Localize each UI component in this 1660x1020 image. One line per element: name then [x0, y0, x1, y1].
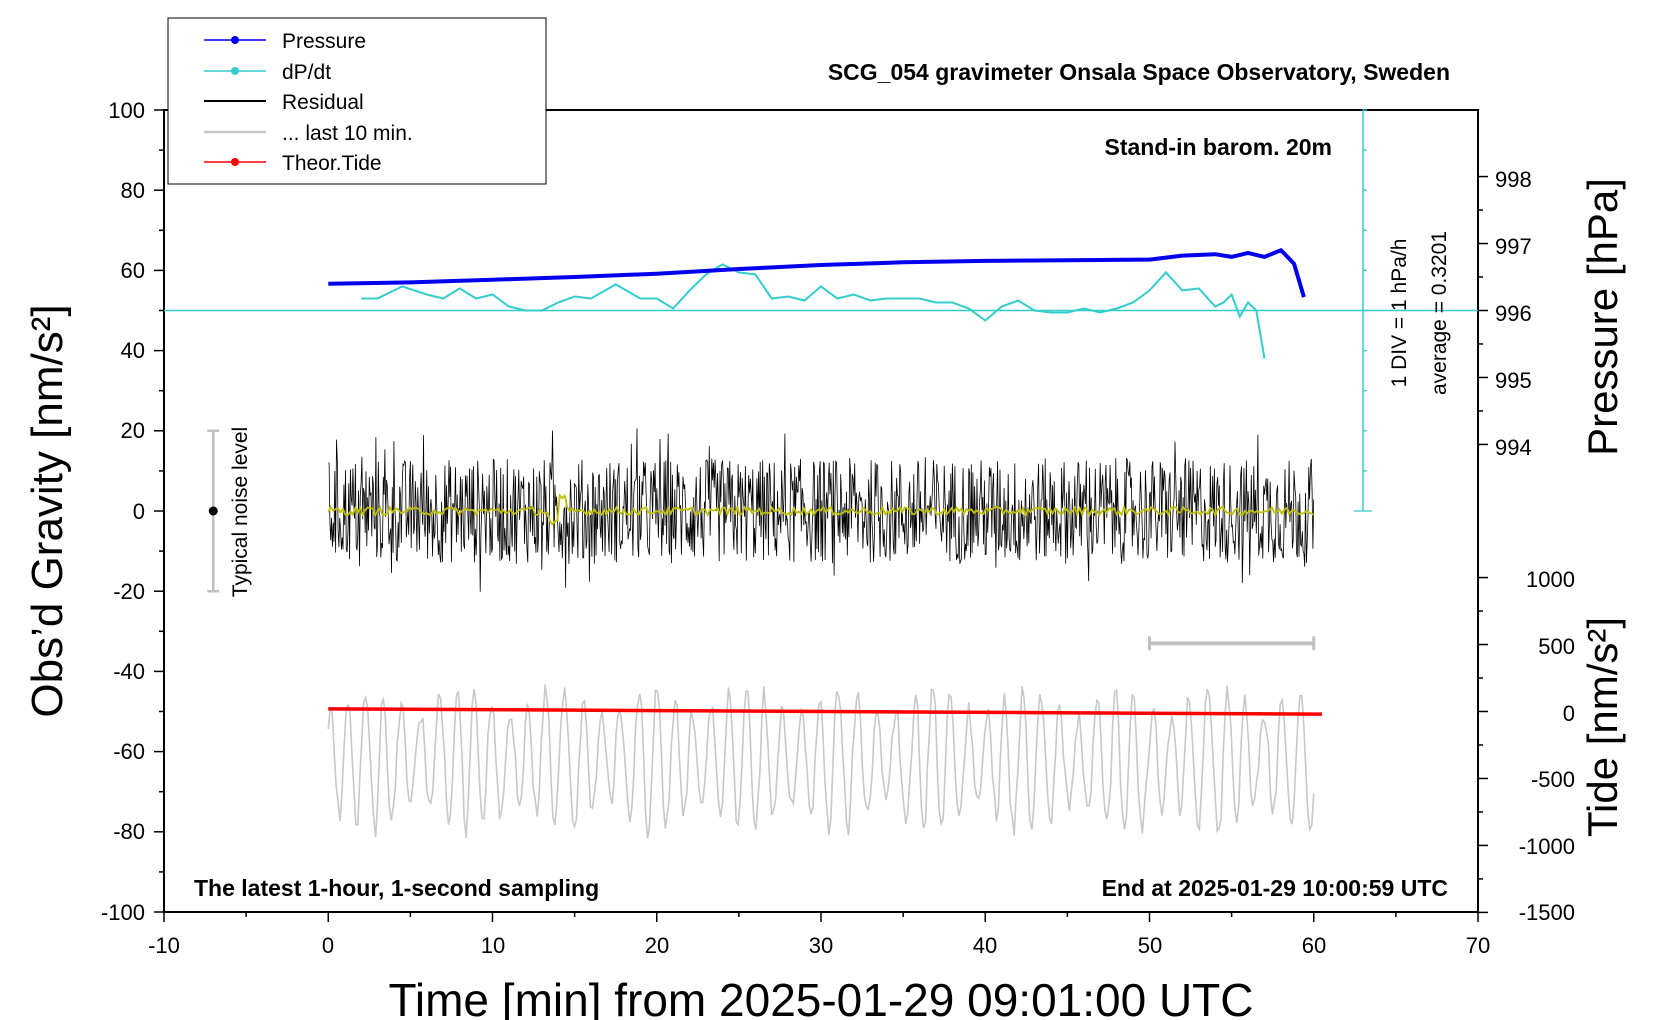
y-tick-label: 0: [133, 499, 145, 524]
left-y-axis-title: Obs’d Gravity [nm/s²]: [23, 304, 72, 717]
noise-level-center: [208, 506, 218, 516]
pressure-tick-label: 996: [1495, 301, 1532, 326]
pressure-tick-label: 997: [1495, 234, 1532, 259]
barometer-note: Stand-in barom. 20m: [1105, 134, 1332, 160]
legend-label-last10: ... last 10 min.: [282, 122, 413, 145]
x-tick-label: 30: [809, 933, 833, 958]
x-tick-label: -10: [148, 933, 180, 958]
tide-axis-title: Tide [nm/s²]: [1579, 617, 1626, 837]
end-time-note: End at 2025-01-29 10:00:59 UTC: [1102, 875, 1448, 901]
tide-tick-labels: 1000 500 0 -500 -1000 -1500: [1519, 567, 1575, 925]
legend-label-residual: Residual: [282, 91, 364, 114]
tide-tick-label: 500: [1538, 634, 1575, 659]
tide-tick-label: 1000: [1526, 567, 1575, 592]
pressure-tick-label: 998: [1495, 167, 1532, 192]
chart-title: SCG_054 gravimeter Onsala Space Observat…: [828, 59, 1450, 85]
theoretical-tide-line: [328, 707, 1322, 716]
left-y-tick-labels: 100 80 60 40 20 0 -20 -40 -60 -80 -100: [101, 98, 145, 925]
pressure-tick-labels: 998 997 996 995 994: [1495, 167, 1532, 460]
legend-marker-pressure: [231, 36, 239, 44]
series-layer: [164, 109, 1478, 839]
tide-tick-label: -1000: [1519, 834, 1575, 859]
residual-line: [328, 428, 1315, 592]
pressure-tick-label: 994: [1495, 435, 1532, 460]
x-tick-label: 10: [481, 933, 505, 958]
legend-marker-tide: [231, 158, 239, 166]
sampling-note: The latest 1-hour, 1-second sampling: [194, 875, 599, 901]
div-label: 1 DIV = 1 hPa/h: [1388, 239, 1411, 388]
dpdt-line: [361, 263, 1266, 359]
x-tick-label: 0: [322, 933, 334, 958]
y-tick-label: 20: [121, 418, 145, 443]
residual-smoothed-line: [327, 493, 1315, 526]
y-tick-label: 100: [108, 98, 145, 123]
y-tick-label: 80: [121, 178, 145, 203]
x-axis-title: Time [min] from 2025-01-29 09:01:00 UTC: [389, 974, 1254, 1020]
y-tick-label: 40: [121, 338, 145, 363]
axis-ticks: [154, 109, 1488, 922]
y-tick-label: -100: [101, 900, 145, 925]
pressure-line: [328, 248, 1306, 298]
x-tick-label: 70: [1466, 933, 1490, 958]
pressure-tick-label: 995: [1495, 368, 1532, 393]
x-tick-labels: -10 0 10 20 30 40 50 60 70: [148, 933, 1490, 958]
legend-label-pressure: Pressure: [282, 30, 366, 53]
x-tick-label: 20: [645, 933, 669, 958]
x-tick-label: 50: [1138, 933, 1162, 958]
tide-tick-label: -500: [1531, 767, 1575, 792]
y-tick-label: 60: [121, 258, 145, 283]
y-tick-label: -40: [113, 659, 145, 684]
y-tick-label: -60: [113, 739, 145, 764]
y-tick-label: -20: [113, 579, 145, 604]
average-label: average = 0.3201: [1428, 231, 1451, 395]
noise-level-label: Typical noise level: [229, 427, 252, 597]
legend-marker-dpdt: [231, 67, 239, 75]
legend-label-dpdt: dP/dt: [282, 61, 331, 84]
last-10-min-line: [327, 684, 1315, 839]
x-tick-label: 60: [1302, 933, 1326, 958]
legend: Pressure dP/dt Residual ... last 10 min.…: [167, 17, 547, 185]
x-tick-label: 40: [973, 933, 997, 958]
legend-label-tide: Theor.Tide: [282, 152, 382, 175]
y-tick-label: -80: [113, 819, 145, 844]
tide-tick-label: 0: [1563, 701, 1575, 726]
pressure-axis-title: Pressure [hPa]: [1579, 178, 1626, 456]
tide-tick-label: -1500: [1519, 900, 1575, 925]
